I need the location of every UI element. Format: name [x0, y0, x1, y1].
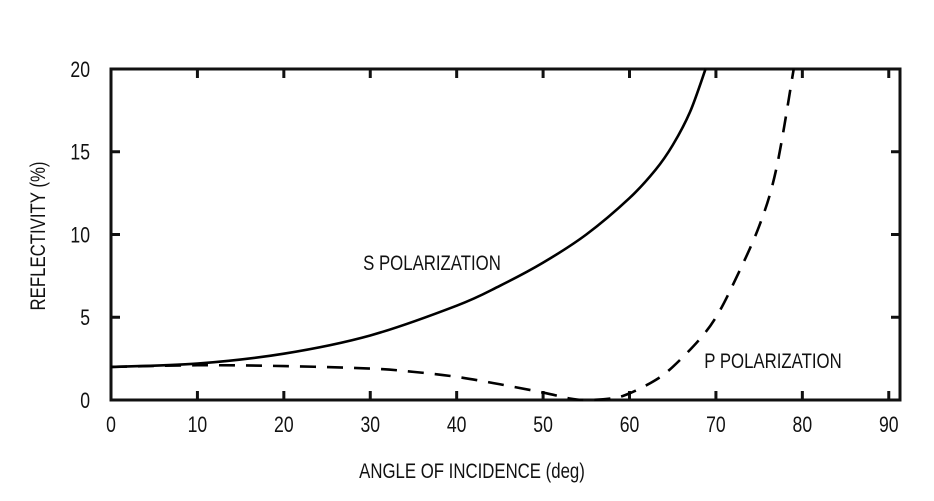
y-axis-label: REFLECTIVITY (%) — [27, 162, 50, 311]
p-polarization-line — [110, 68, 795, 402]
x-tick-label: 20 — [274, 413, 294, 437]
x-tick-label: 30 — [360, 413, 380, 437]
x-tick-label: 80 — [793, 413, 813, 437]
annotation-s-polarization: S POLARIZATION — [363, 252, 501, 275]
x-tick-label: 60 — [620, 413, 640, 437]
y-tick-label: 0 — [80, 389, 90, 413]
y-tick-label: 5 — [80, 306, 90, 330]
x-tick-label: 0 — [106, 413, 116, 437]
annotation-p-polarization: P POLARIZATION — [704, 350, 841, 373]
x-tick-label: 40 — [447, 413, 467, 437]
y-tick-label: 10 — [70, 224, 90, 248]
y-tick-label: 15 — [70, 141, 90, 165]
x-tick-label: 10 — [188, 413, 208, 437]
x-axis-label: ANGLE OF INCIDENCE (deg) — [359, 460, 585, 483]
x-tick-label: 90 — [879, 413, 899, 437]
s-polarization-line — [110, 68, 707, 369]
x-tick-label: 70 — [706, 413, 726, 437]
x-tick-label: 50 — [533, 413, 553, 437]
y-tick-label: 20 — [70, 58, 90, 82]
